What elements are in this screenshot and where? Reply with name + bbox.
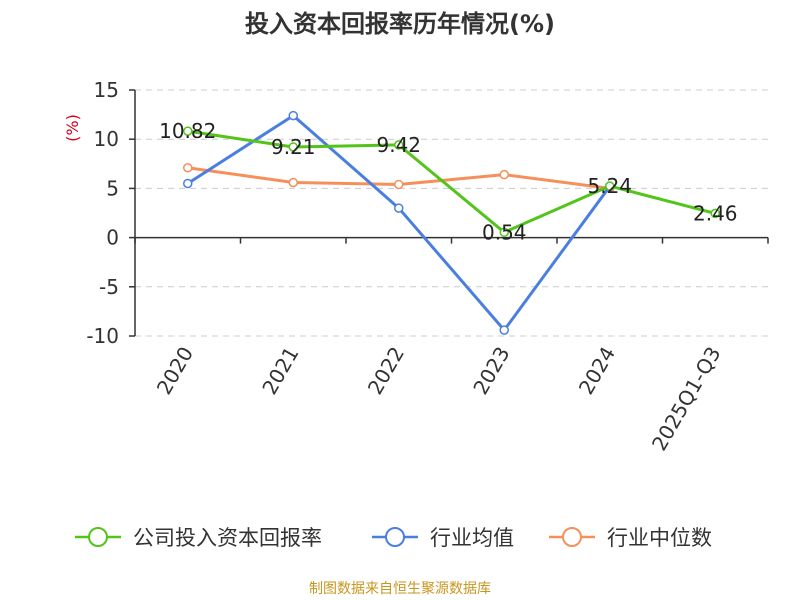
chart-title: 投入资本回报率历年情况(%) bbox=[245, 10, 555, 38]
y-tick-label: 0 bbox=[106, 226, 119, 250]
legend-marker bbox=[562, 527, 582, 547]
data-label: 9.42 bbox=[376, 133, 421, 157]
data-point-0 bbox=[183, 126, 193, 136]
data-point-1 bbox=[394, 203, 404, 213]
legend-label: 公司投入资本回报率 bbox=[133, 526, 322, 550]
data-point-2 bbox=[183, 162, 193, 173]
data-point-1 bbox=[499, 325, 509, 335]
x-tick-label: 2022 bbox=[363, 343, 409, 399]
x-tick-label: 2025Q1-Q3 bbox=[647, 343, 726, 455]
data-point-2 bbox=[288, 177, 298, 188]
data-label: 10.82 bbox=[159, 119, 216, 143]
y-tick-label: 5 bbox=[106, 176, 119, 200]
data-label: 2.46 bbox=[693, 201, 738, 225]
y-tick-label: 15 bbox=[94, 78, 119, 102]
x-tick-label: 2023 bbox=[468, 343, 514, 399]
source-note: 制图数据来自恒生聚源数据库 bbox=[309, 581, 491, 597]
data-label: 5.24 bbox=[587, 174, 632, 198]
y-tick-label: -5 bbox=[99, 275, 119, 299]
data-point-0 bbox=[710, 208, 720, 219]
data-point-0 bbox=[394, 140, 404, 150]
data-label: 0.54 bbox=[482, 220, 527, 244]
y-tick-label: -10 bbox=[86, 324, 119, 348]
x-tick-label: 2024 bbox=[574, 343, 620, 399]
y-axis-label: (%) bbox=[63, 114, 82, 142]
data-point-1 bbox=[183, 178, 193, 189]
x-tick-label: 2021 bbox=[257, 343, 303, 399]
data-point-2 bbox=[394, 179, 404, 190]
legend-marker bbox=[88, 527, 108, 547]
x-tick-label: 2020 bbox=[152, 343, 198, 399]
legend-label: 行业均值 bbox=[430, 526, 514, 550]
data-point-2 bbox=[499, 169, 509, 180]
data-point-0 bbox=[605, 181, 615, 191]
data-label: 9.21 bbox=[271, 135, 316, 159]
legend-label: 行业中位数 bbox=[607, 526, 712, 550]
data-point-0 bbox=[288, 142, 298, 152]
data-point-0 bbox=[499, 227, 509, 238]
y-tick-label: 10 bbox=[94, 127, 119, 151]
series-line-0 bbox=[187, 129, 716, 234]
legend-marker bbox=[385, 527, 405, 547]
data-point-1 bbox=[288, 110, 298, 121]
